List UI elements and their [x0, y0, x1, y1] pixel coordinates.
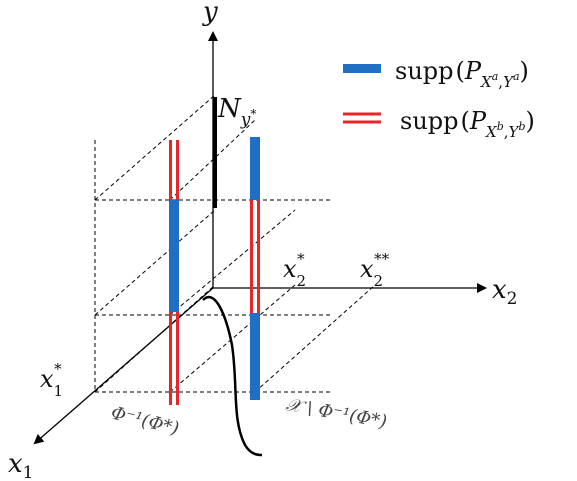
n-y-star-label: Ny* — [217, 94, 256, 130]
x2-axis-label: x2 — [492, 275, 518, 309]
legend-swatch-blue — [343, 64, 381, 73]
complement-region-label: 𝒳 \ Φ⁻¹(Φ*) — [284, 394, 388, 432]
diag-guide-3 — [94, 209, 216, 316]
x1-axis-line — [33, 287, 214, 445]
dashed-guides — [94, 94, 376, 393]
diag-guide-1 — [94, 94, 216, 201]
legend-label-a: supp(PXa,Ya) — [395, 57, 529, 91]
x2-double-star-label: x2** — [360, 250, 390, 290]
legend-entry-a: supp(PXa,Ya) — [343, 57, 529, 91]
x1-axis-label: x1 — [8, 449, 34, 481]
x1-star-label: x1* — [40, 360, 63, 400]
legend-label-b: supp(PXb,Yb) — [400, 107, 535, 141]
diag-guide-4 — [169, 209, 296, 316]
partition-curve — [202, 296, 263, 457]
legend: supp(PXa,Ya) supp(PXb,Yb) — [343, 57, 535, 141]
left-support-column — [169, 140, 179, 405]
diag-guide-6 — [169, 284, 296, 393]
right-support-column — [250, 137, 260, 400]
x2-star-label: x2* — [283, 250, 306, 290]
diag-guide-7 — [254, 284, 376, 393]
y-axis-label: y — [202, 0, 218, 27]
legend-entry-b: supp(PXb,Yb) — [343, 107, 535, 141]
preimage-region-label: Φ⁻¹(Φ*) — [109, 402, 181, 439]
